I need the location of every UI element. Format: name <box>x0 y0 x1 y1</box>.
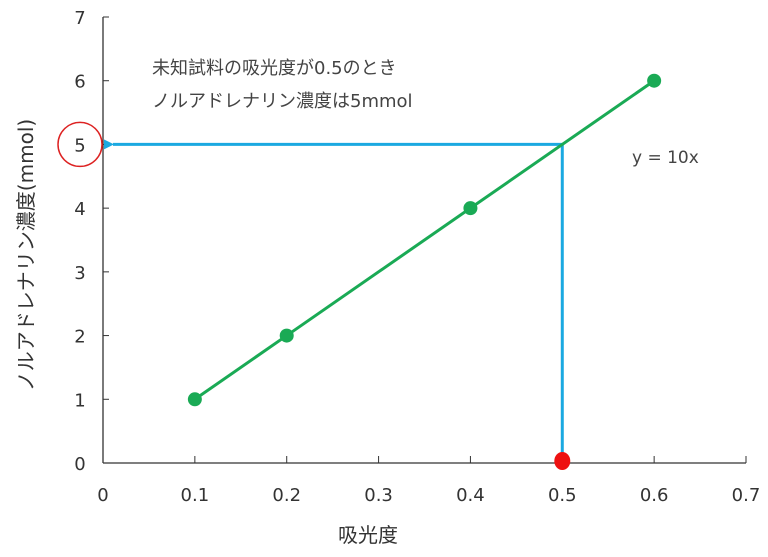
y-tick-label: 4 <box>74 199 85 220</box>
x-tick-label: 0.1 <box>181 485 210 506</box>
x-axis-label: 吸光度 <box>338 523 398 547</box>
data-point <box>279 328 294 343</box>
y-tick-label: 6 <box>74 72 85 93</box>
data-point <box>187 392 202 407</box>
annotation-line-1: 未知試料の吸光度が0.5のとき <box>152 58 397 79</box>
y-tick-label: 5 <box>74 135 85 156</box>
x-tick-label: 0.2 <box>272 485 301 506</box>
series-line <box>194 79 655 401</box>
unknown-sample-point <box>554 452 571 470</box>
axes: 0 0.1 0.2 0.3 0.4 0.5 0.6 0.7 0 1 2 3 4 5 6 7 <box>57 8 761 506</box>
annotation-line-2: ノルアドレナリン濃度は5mmol <box>152 91 413 112</box>
y-tick-label: 2 <box>74 327 85 348</box>
y-axis-label: ノルアドレナリン濃度(mmol) <box>14 119 38 391</box>
data-point <box>647 73 662 88</box>
data-point <box>463 201 478 216</box>
y-tick-label: 1 <box>74 390 85 411</box>
x-tick-label: 0.7 <box>732 485 761 506</box>
highlight-circle <box>57 121 103 168</box>
y-tick-label: 7 <box>74 8 85 29</box>
marks <box>104 73 662 470</box>
y-tick-label: 3 <box>74 263 85 284</box>
x-tick-label: 0.4 <box>456 485 485 506</box>
equation-label: y = 10x <box>632 148 699 168</box>
y-tick-label: 0 <box>74 454 85 475</box>
x-tick-label: 0 <box>97 485 108 506</box>
x-tick-label: 0.5 <box>548 485 577 506</box>
x-tick-label: 0.3 <box>364 485 393 506</box>
x-tick-label: 0.6 <box>640 485 669 506</box>
